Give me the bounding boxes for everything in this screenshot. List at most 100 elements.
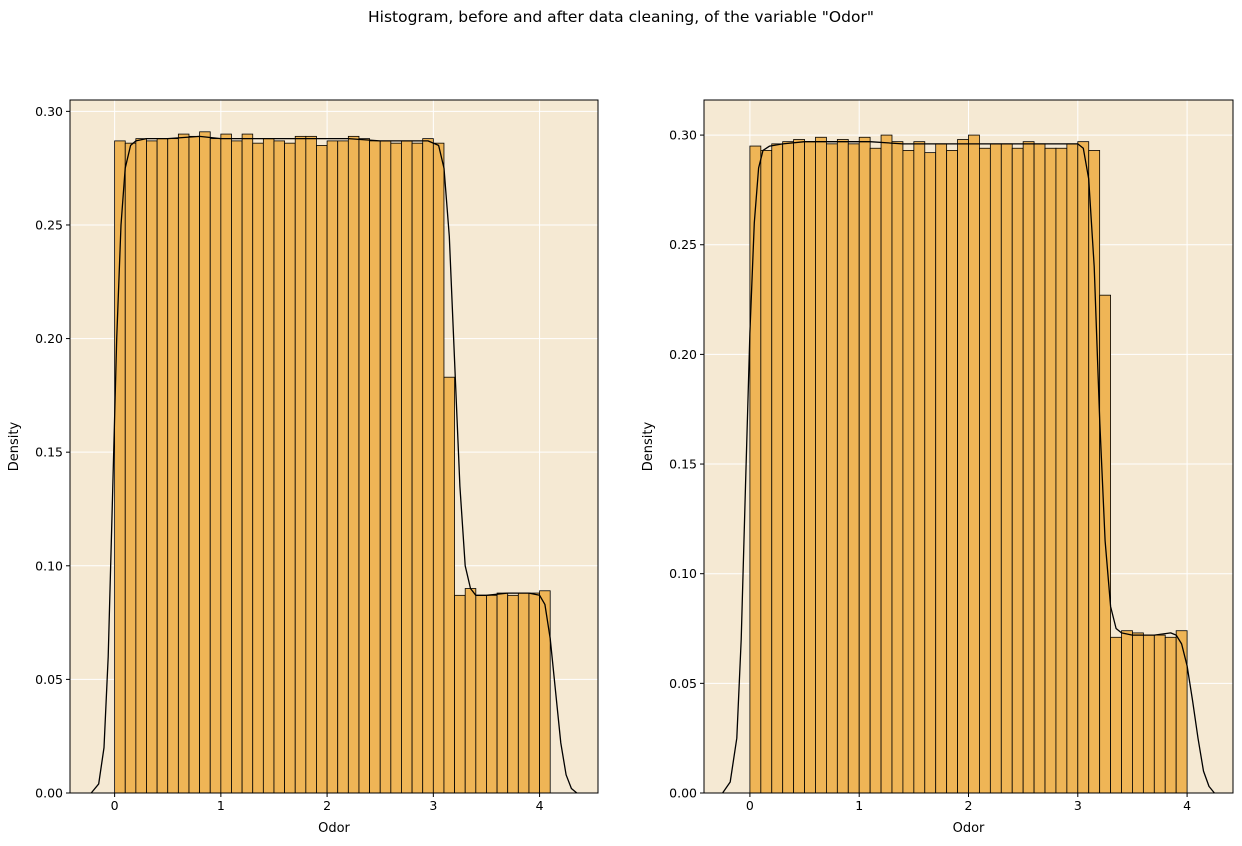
histogram-bar <box>401 140 413 794</box>
kde-curve <box>90 135 578 794</box>
histogram-bar <box>252 142 264 794</box>
y-tick-label: 0.15 <box>669 457 697 472</box>
histogram-bar <box>1175 630 1188 794</box>
histogram-bar <box>337 140 349 794</box>
y-tick-label: 0.30 <box>35 104 63 119</box>
histogram-bar <box>793 139 805 794</box>
histogram-bar <box>231 140 243 794</box>
histogram-bar <box>826 143 838 794</box>
histogram-bar <box>847 143 860 794</box>
histogram-bar <box>146 140 158 794</box>
y-tick-label: 0.00 <box>669 786 697 801</box>
histogram-bar <box>1077 141 1090 794</box>
x-tick-label: 4 <box>1183 798 1191 813</box>
x-tick-label: 0 <box>111 798 119 813</box>
x-axis-label: Odor <box>318 821 350 836</box>
histogram-bar <box>1088 150 1101 794</box>
histogram-bar <box>411 142 424 794</box>
chart-panel-before: 0 1 2 3 4 0.00 0.05 0.10 0.15 0.20 0.25 0.30 Odor Den… <box>7 99 599 836</box>
histogram-bar <box>782 141 795 794</box>
x-axis-label: Odor <box>953 821 985 836</box>
histogram-bar <box>284 142 296 794</box>
y-tick-label: 0.30 <box>669 128 697 143</box>
x-tick-label: 1 <box>217 798 225 813</box>
histogram-bar <box>220 133 232 794</box>
histogram-bar <box>1066 143 1079 794</box>
histogram-bar <box>749 145 762 794</box>
y-axis-label: Density <box>641 421 656 471</box>
histogram-bar <box>935 143 948 794</box>
y-tick-label: 0.10 <box>35 558 63 573</box>
x-tick-label: 3 <box>429 798 437 813</box>
histogram-bar <box>496 592 509 794</box>
y-axis-label: Density <box>7 421 22 471</box>
histogram-bar <box>1142 634 1155 794</box>
x-tick-label: 2 <box>965 798 973 813</box>
histogram-bar <box>209 138 222 794</box>
histogram-bar <box>1044 147 1057 794</box>
x-tick-label: 4 <box>536 798 544 813</box>
y-tick-label: 0.00 <box>35 786 63 801</box>
histogram-bar <box>241 133 254 794</box>
histogram-bar <box>836 139 849 794</box>
figure-suptitle: Histogram, before and after data cleanin… <box>368 8 874 26</box>
histogram-bar <box>188 135 201 794</box>
histogram-bar <box>968 134 980 794</box>
histogram-bar <box>1110 636 1122 794</box>
histogram-bar <box>316 145 328 794</box>
histogram-bar <box>262 138 275 794</box>
histogram-bar <box>1132 632 1144 794</box>
histogram-bar <box>273 140 285 794</box>
y-tick-label: 0.05 <box>35 672 63 687</box>
histogram-bar <box>347 135 360 794</box>
histogram-bar <box>177 133 190 794</box>
x-tick-label: 1 <box>855 798 863 813</box>
axes-frame <box>69 99 599 794</box>
histogram-bar <box>443 376 455 794</box>
histogram-bar <box>771 143 784 794</box>
histogram-bar <box>379 140 392 794</box>
histogram-bar <box>804 141 816 794</box>
histogram-bar <box>305 135 317 794</box>
histogram-bar <box>1121 630 1133 794</box>
histogram-bar <box>294 135 307 794</box>
y-tick-label: 0.25 <box>35 217 63 232</box>
histogram-bar <box>464 588 477 794</box>
histogram-bar <box>539 590 551 794</box>
chart-panel-after: 0 1 2 3 4 0.00 0.05 0.10 0.15 0.20 0.25 0.30 Odor Den… <box>641 99 1234 836</box>
histogram-bar <box>913 141 926 794</box>
histogram-bar <box>1153 634 1166 794</box>
histogram-bar <box>989 143 1002 794</box>
x-tick-label: 3 <box>1074 798 1082 813</box>
histogram-bar <box>1022 141 1035 794</box>
histogram-bar <box>979 147 991 794</box>
histogram-bar <box>326 140 339 794</box>
histogram-bar <box>946 150 958 794</box>
histogram-bar <box>358 138 370 794</box>
y-tick-label: 0.10 <box>669 566 697 581</box>
histogram-bar <box>369 140 381 794</box>
histogram-bar <box>891 141 904 794</box>
histogram-bar <box>858 136 871 794</box>
y-tick-label: 0.20 <box>669 347 697 362</box>
histogram-bar <box>880 134 893 794</box>
histogram-bar <box>1000 143 1013 794</box>
histogram-bar <box>528 592 540 794</box>
kde-curve <box>722 141 1215 794</box>
histogram-bar <box>815 136 827 794</box>
histogram-bar <box>475 594 487 794</box>
histogram-bar <box>1055 147 1068 794</box>
y-tick-label: 0.15 <box>35 445 63 460</box>
histogram-bar <box>869 147 882 794</box>
histogram-bar <box>199 131 211 794</box>
x-tick-label: 0 <box>746 798 754 813</box>
histogram-bar <box>1164 636 1177 794</box>
y-tick-label: 0.05 <box>669 676 697 691</box>
histogram-bar <box>422 138 434 794</box>
histogram-bar <box>390 142 402 794</box>
histogram-bar <box>156 138 169 794</box>
y-tick-label: 0.25 <box>669 237 697 252</box>
histogram-bar <box>432 142 445 794</box>
